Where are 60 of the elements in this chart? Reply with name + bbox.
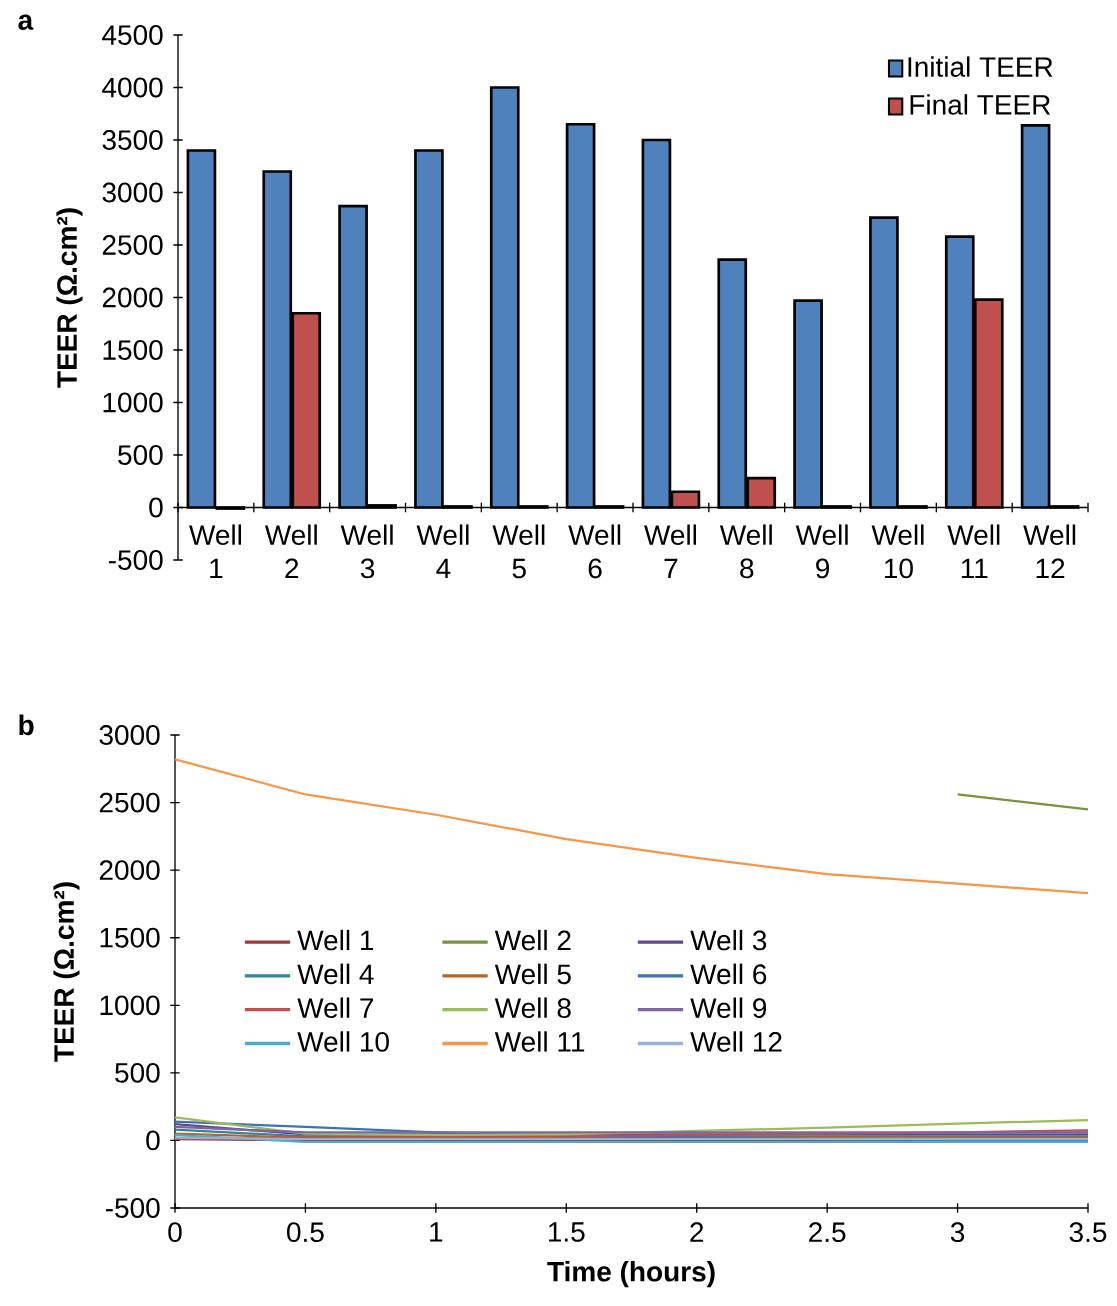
- y-tick-label: -500: [106, 1198, 160, 1218]
- y-tick-label: 500: [118, 445, 163, 465]
- legend-label: Well 3: [690, 929, 767, 951]
- chart-title: b: [19, 714, 34, 736]
- x-tick-label: Well 9: [795, 524, 848, 579]
- line-series: [175, 1116, 1089, 1137]
- x-tick-label: Well 6: [568, 524, 621, 579]
- y-tick-label: 2000: [102, 287, 163, 308]
- legend-label: Well 2: [494, 929, 571, 951]
- x-tick-label: Well 5: [492, 524, 545, 579]
- y-axis-title: TEER (Ω.cm²): [56, 208, 83, 388]
- y-tick-label: 1500: [103, 340, 163, 360]
- legend-label: Initial TEER: [908, 56, 1053, 77]
- x-tick-label: Well 12: [1023, 524, 1076, 579]
- x-tick-label: 2.5: [809, 1222, 846, 1243]
- y-tick-label: 3500: [102, 130, 163, 150]
- y-tick-label: 0: [149, 497, 163, 518]
- x-tick-label: Well 1: [189, 524, 242, 579]
- x-tick-label: Well 4: [416, 524, 469, 579]
- y-tick-label: 1500: [100, 927, 160, 948]
- legend-label: Well 10: [297, 1031, 390, 1052]
- y-tick-label: 4000: [102, 77, 163, 98]
- x-tick-label: 0.5: [287, 1222, 324, 1243]
- x-tick-label: Well 7: [644, 524, 697, 579]
- y-axis-title: TEER (Ω.cm²): [53, 882, 80, 1062]
- y-tick-label: 500: [115, 1062, 160, 1083]
- x-tick-label: Well 2: [265, 524, 317, 579]
- legend-label: Well 9: [690, 997, 767, 1019]
- x-tick-label: 3.5: [1069, 1222, 1107, 1243]
- x-tick-label: Well 11: [947, 524, 1000, 579]
- y-tick-label: 4500: [102, 25, 163, 45]
- y-tick-label: 2500: [99, 792, 160, 813]
- y-tick-label: 1000: [100, 995, 160, 1016]
- legend-label: Well 12: [690, 1031, 782, 1052]
- y-tick-label: 2000: [99, 860, 160, 881]
- legend-label: Well 1: [297, 929, 374, 951]
- x-axis-title: Time (hours): [547, 1261, 715, 1288]
- legend-label: Well 7: [297, 997, 374, 1019]
- x-tick-label: 1.5: [549, 1222, 585, 1242]
- legend-label: Well 4: [297, 963, 374, 985]
- x-tick-label: 2: [690, 1222, 704, 1242]
- chart-title: a: [18, 14, 34, 30]
- y-tick-label: 2500: [102, 235, 163, 255]
- legend-label: Well 8: [494, 997, 571, 1019]
- x-tick-label: Well 8: [720, 524, 772, 579]
- x-tick-label: Well 10: [871, 524, 924, 579]
- legend-label: Well 5: [494, 963, 571, 985]
- x-tick-label: 0: [168, 1222, 182, 1243]
- y-tick-label: 1000: [103, 392, 163, 413]
- line-series: [175, 758, 1089, 895]
- legend-label: Well 6: [690, 963, 767, 985]
- x-tick-label: 3: [950, 1222, 965, 1243]
- y-tick-label: 3000: [99, 725, 160, 745]
- x-tick-label: 1: [430, 1222, 443, 1242]
- y-tick-label: -500: [109, 550, 163, 570]
- legend-label: Well 11: [494, 1031, 585, 1052]
- y-tick-label: 3000: [102, 182, 163, 203]
- legend-label: Final TEER: [910, 94, 1051, 115]
- y-tick-label: 0: [146, 1130, 160, 1151]
- x-tick-label: Well 3: [340, 524, 393, 579]
